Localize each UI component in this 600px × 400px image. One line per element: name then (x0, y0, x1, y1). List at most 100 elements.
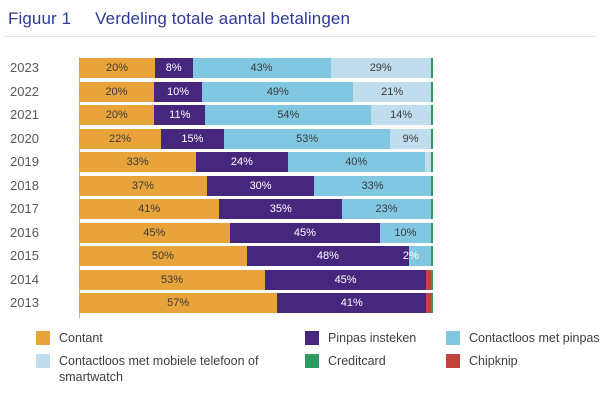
segment-value-label: 33% (361, 179, 384, 192)
bar-segment-contactloos-met-pinpas: 49% (202, 81, 354, 102)
bar-segment-creditcard (430, 128, 433, 149)
bar-segment-contactloos-met-pinpas: 23% (342, 199, 431, 219)
title-divider (3, 36, 597, 37)
stacked-bar: 20% 11% 54% 14% (79, 105, 433, 125)
year-label: 2013 (10, 295, 39, 310)
stacked-bar: 50% 48% 2% (79, 246, 433, 266)
legend-swatch-contactloos-met-pinpas (446, 331, 460, 345)
segment-value-label: 24% (230, 156, 253, 168)
bar-segment-contant: 41% (79, 199, 220, 219)
legend-swatch-chipknip (446, 354, 460, 368)
year-label: 2022 (10, 83, 39, 99)
bar-segment-contactloos-met-pinpas: 43% (192, 58, 331, 78)
stacked-bar: 22% 15% 53% 9% (79, 128, 433, 149)
bar-segment-creditcard (430, 105, 433, 125)
bar-segment-contant: 45% (79, 222, 230, 243)
bar-row-2014: 2014 53% 45% (0, 269, 433, 290)
year-label: 2015 (10, 248, 39, 263)
year-label: 2017 (10, 201, 39, 216)
segment-value-label: 41% (138, 203, 161, 215)
segment-value-label: 41% (340, 297, 363, 309)
bar-segment-creditcard (430, 152, 433, 172)
bar-segment-contant: 57% (79, 293, 278, 313)
bar-segment-creditcard (430, 58, 433, 78)
bar-segment-chipknip (426, 269, 431, 290)
bar-segment-creditcard (430, 293, 434, 313)
stacked-bar: 20% 10% 49% 21% (79, 81, 433, 102)
figure-title-text: Verdeling totale aantal betalingen (95, 9, 350, 28)
segment-value-label: 53% (296, 132, 319, 145)
bar-row-2018: 2018 37% 30% 33% (0, 175, 433, 196)
segment-value-label: 2% (402, 250, 419, 262)
stacked-bar-chart: 2023 20% 8% 43% 29% 2022 20% 10% 49% 21% 2021 20% 11… (0, 57, 434, 318)
segment-value-label: 29% (369, 62, 392, 74)
legend-item-contactloos-mobiel: Contactloos met mobiele telefoon of smar… (36, 353, 305, 385)
bar-segment-contant: 22% (79, 128, 161, 149)
segment-value-label: 45% (143, 226, 166, 239)
bar-row-2021: 2021 20% 11% 54% 14% (0, 105, 433, 125)
bar-row-2017: 2017 41% 35% 23% (0, 199, 433, 219)
bar-segment-contactloos-mobiel: 9% (390, 128, 431, 149)
bar-segment-contant: 33% (79, 152, 197, 172)
legend-item-creditcard: Creditcard (305, 353, 446, 369)
stacked-bar: 57% 41% (79, 293, 434, 313)
bar-segment-creditcard (430, 222, 433, 243)
segment-value-label: 20% (105, 109, 128, 121)
bar-segment-pinpas-insteken: 24% (196, 152, 288, 172)
bar-row-2020: 2020 22% 15% 53% 9% (0, 128, 433, 149)
stacked-bar: 20% 8% 43% 29% (79, 58, 433, 78)
segment-value-label: 43% (250, 62, 273, 74)
bar-segment-contant: 53% (79, 269, 265, 290)
segment-value-label: 50% (151, 250, 174, 262)
segment-value-label: 30% (249, 179, 272, 192)
bar-segment-pinpas-insteken: 41% (277, 293, 427, 313)
bar-segment-contactloos-mobiel: 29% (330, 58, 431, 78)
segment-value-label: 9% (402, 132, 419, 145)
bar-row-2016: 2016 45% 45% 10% (0, 222, 433, 243)
bar-segment-contactloos-met-pinpas: 2% (403, 246, 431, 266)
bar-segment-contactloos-met-pinpas: 10% (380, 222, 431, 243)
segment-value-label: 15% (181, 132, 204, 145)
bar-segment-contactloos-mobiel: 21% (353, 81, 431, 102)
segment-value-label: 37% (131, 179, 154, 192)
legend-item-contant: Contant (36, 330, 305, 346)
bar-segment-creditcard (430, 246, 433, 266)
legend-label: Creditcard (328, 354, 386, 368)
stacked-bar: 41% 35% 23% (79, 199, 433, 219)
segment-value-label: 45% (293, 226, 316, 239)
figure-title: Figuur 1 Verdeling totale aantal betaling… (0, 0, 600, 29)
bar-row-2022: 2022 20% 10% 49% 21% (0, 81, 433, 102)
bar-segment-pinpas-insteken: 35% (219, 199, 343, 219)
segment-value-label: 8% (165, 62, 182, 74)
bar-row-2013: 2013 57% 41% (0, 293, 434, 313)
segment-value-label: 45% (334, 273, 357, 286)
legend-label: Contactloos met pinpas (469, 331, 600, 345)
segment-value-label: 11% (169, 109, 191, 121)
bar-segment-creditcard (430, 175, 433, 196)
year-label: 2019 (10, 154, 39, 169)
bar-segment-contant: 37% (79, 175, 207, 196)
figure-number: Figuur 1 (8, 9, 72, 28)
legend-label: Contant (59, 331, 103, 345)
bar-segment-creditcard (430, 269, 433, 290)
segment-value-label: 53% (160, 273, 183, 286)
legend-label: Contactloos met mobiele telefoon of smar… (59, 354, 259, 384)
segment-value-label: 20% (105, 85, 128, 98)
legend-item-chipknip: Chipknip (446, 353, 600, 369)
bar-segment-pinpas-insteken: 30% (206, 175, 315, 196)
legend-swatch-creditcard (305, 354, 319, 368)
bar-row-2015: 2015 50% 48% 2% (0, 246, 433, 266)
stacked-bar: 53% 45% (79, 269, 433, 290)
bar-segment-contactloos-mobiel: 14% (371, 105, 431, 125)
segment-value-label: 10% (394, 226, 417, 239)
year-label: 2021 (10, 107, 39, 122)
legend-column-2: Pinpas insteken Creditcard (305, 330, 446, 385)
stacked-bar: 45% 45% 10% (79, 222, 433, 243)
segment-value-label: 20% (105, 62, 129, 74)
year-label: 2023 (10, 60, 39, 75)
stacked-bar: 33% 24% 40% (79, 152, 433, 172)
bar-segment-pinpas-insteken: 48% (246, 246, 409, 266)
legend-column-3: Contactloos met pinpas Chipknip (446, 330, 600, 385)
bar-segment-contant: 20% (79, 58, 155, 78)
segment-value-label: 14% (390, 109, 413, 121)
